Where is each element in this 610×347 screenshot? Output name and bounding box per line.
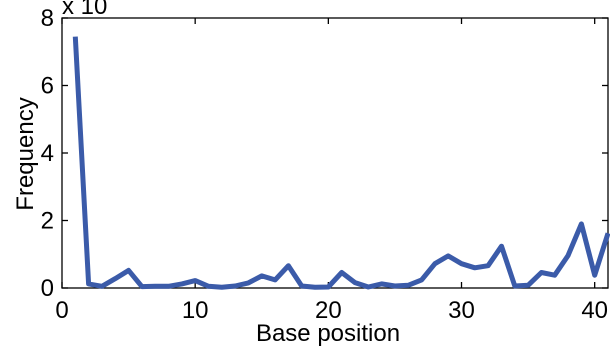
data-point: [128, 270, 129, 271]
data-point: [88, 283, 89, 284]
data-point: [168, 286, 169, 287]
data-point: [248, 282, 249, 283]
data-point: [208, 286, 209, 287]
data-point: [581, 223, 582, 224]
data-point: [288, 265, 289, 266]
data-point: [608, 233, 609, 234]
data-point: [448, 255, 449, 256]
data-point: [235, 285, 236, 286]
data-point: [275, 279, 276, 280]
data-point: [394, 285, 395, 286]
data-point: [501, 246, 502, 247]
data-point: [381, 283, 382, 284]
data-point: [488, 265, 489, 266]
data-point: [75, 36, 76, 37]
y-tick-label: 6: [41, 73, 54, 100]
data-point: [141, 286, 142, 287]
data-point: [155, 286, 156, 287]
data-point: [594, 275, 595, 276]
data-point: [301, 285, 302, 286]
data-point: [101, 286, 102, 287]
data-point: [408, 285, 409, 286]
data-point: [315, 287, 316, 288]
data-point: [434, 263, 435, 264]
x-tick-label: 20: [315, 297, 342, 324]
data-point: [528, 285, 529, 286]
data-point: [514, 285, 515, 286]
series-line: [72, 36, 610, 290]
data-point: [261, 275, 262, 276]
data-point: [328, 286, 329, 287]
y-tick-label: 4: [41, 140, 54, 167]
data-series: [72, 36, 610, 290]
data-point: [354, 282, 355, 283]
data-point: [474, 267, 475, 268]
x-tick-label: 40: [581, 297, 608, 324]
y-axis-label: Frequency: [12, 97, 39, 210]
y-axis-multiplier-label: x 10: [62, 0, 107, 20]
y-tick-label: 2: [41, 208, 54, 235]
y-tick-label: 0: [41, 275, 54, 302]
data-point: [341, 272, 342, 273]
axis-ticks: 0 10 20 30 40 0 2 4 6 8: [41, 5, 608, 324]
data-point: [368, 286, 369, 287]
data-point: [115, 278, 116, 279]
data-point: [221, 287, 222, 288]
plot-box: [61, 17, 609, 289]
y-tick-label: 8: [41, 5, 54, 32]
data-point: [568, 255, 569, 256]
x-tick-label: 0: [55, 297, 68, 324]
x-tick-label: 30: [448, 297, 475, 324]
data-point: [541, 272, 542, 273]
data-point: [421, 279, 422, 280]
data-point: [181, 283, 182, 284]
x-tick-label: 10: [182, 297, 209, 324]
data-point: [554, 275, 555, 276]
data-point: [461, 263, 462, 264]
plot-axes: [61, 17, 609, 289]
x-axis-label: Base position: [256, 320, 400, 347]
data-point: [195, 280, 196, 281]
